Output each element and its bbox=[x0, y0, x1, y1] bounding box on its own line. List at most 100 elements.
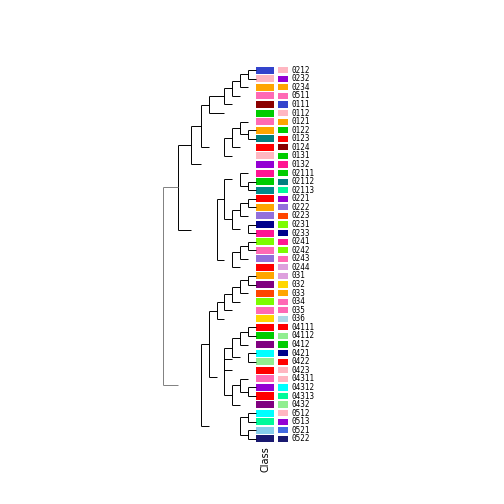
Bar bbox=[256, 92, 275, 99]
Bar bbox=[256, 109, 275, 116]
Bar bbox=[256, 195, 275, 202]
Bar bbox=[278, 118, 288, 124]
Bar bbox=[278, 196, 288, 202]
Bar bbox=[256, 350, 275, 357]
Text: 034: 034 bbox=[291, 297, 305, 306]
Text: 0121: 0121 bbox=[291, 117, 310, 126]
Bar bbox=[256, 316, 275, 323]
Text: 036: 036 bbox=[291, 314, 305, 324]
Text: 032: 032 bbox=[291, 280, 305, 289]
Bar bbox=[256, 169, 275, 176]
Bar bbox=[278, 256, 288, 262]
Bar bbox=[256, 204, 275, 211]
Text: 0423: 0423 bbox=[291, 366, 310, 375]
Bar bbox=[256, 410, 275, 417]
Bar bbox=[278, 93, 288, 99]
Text: 0132: 0132 bbox=[291, 160, 310, 169]
Bar bbox=[278, 187, 288, 194]
Bar bbox=[256, 281, 275, 288]
Bar bbox=[256, 101, 275, 108]
Bar bbox=[256, 384, 275, 391]
Bar bbox=[256, 256, 275, 262]
Text: 0522: 0522 bbox=[291, 434, 310, 444]
Text: 0112: 0112 bbox=[291, 108, 310, 117]
Bar bbox=[278, 161, 288, 167]
Bar bbox=[278, 290, 288, 296]
Bar bbox=[256, 418, 275, 425]
Bar bbox=[278, 316, 288, 322]
Bar bbox=[278, 350, 288, 356]
Bar bbox=[278, 367, 288, 373]
Bar bbox=[278, 238, 288, 245]
Text: 035: 035 bbox=[291, 306, 305, 315]
Bar bbox=[278, 385, 288, 391]
Bar bbox=[278, 402, 288, 408]
Bar bbox=[278, 178, 288, 185]
Bar bbox=[278, 436, 288, 442]
Text: 0422: 0422 bbox=[291, 357, 310, 366]
Bar bbox=[256, 307, 275, 314]
Text: 0111: 0111 bbox=[291, 100, 310, 109]
Bar bbox=[278, 281, 288, 288]
Bar bbox=[256, 435, 275, 443]
Text: 0512: 0512 bbox=[291, 409, 310, 418]
Bar bbox=[278, 298, 288, 305]
Bar bbox=[278, 264, 288, 271]
Bar bbox=[256, 229, 275, 236]
Bar bbox=[278, 204, 288, 211]
Text: 0244: 0244 bbox=[291, 263, 310, 272]
Text: 033: 033 bbox=[291, 289, 305, 297]
Bar bbox=[278, 144, 288, 150]
Bar bbox=[256, 393, 275, 400]
Bar bbox=[256, 264, 275, 271]
Bar bbox=[256, 358, 275, 365]
Bar bbox=[278, 333, 288, 339]
Bar bbox=[256, 152, 275, 159]
Text: 0221: 0221 bbox=[291, 194, 310, 203]
Bar bbox=[278, 393, 288, 399]
Bar bbox=[278, 101, 288, 107]
Bar bbox=[278, 110, 288, 116]
Text: 0243: 0243 bbox=[291, 255, 310, 263]
Bar bbox=[256, 367, 275, 374]
Bar bbox=[256, 298, 275, 305]
Bar bbox=[256, 135, 275, 142]
Bar bbox=[278, 76, 288, 82]
Bar bbox=[278, 127, 288, 133]
Bar bbox=[256, 221, 275, 228]
Bar bbox=[256, 238, 275, 245]
Text: 0222: 0222 bbox=[291, 203, 310, 212]
Text: 0421: 0421 bbox=[291, 349, 310, 358]
Text: 0242: 0242 bbox=[291, 246, 310, 255]
Bar bbox=[278, 419, 288, 425]
Text: 04313: 04313 bbox=[291, 392, 314, 401]
Bar bbox=[256, 84, 275, 91]
Text: 0521: 0521 bbox=[291, 426, 310, 435]
Bar bbox=[278, 221, 288, 228]
Bar bbox=[278, 153, 288, 159]
Text: 0234: 0234 bbox=[291, 83, 310, 92]
Bar bbox=[256, 212, 275, 219]
Text: 0212: 0212 bbox=[291, 66, 310, 75]
Bar bbox=[256, 341, 275, 348]
Text: 04111: 04111 bbox=[291, 323, 314, 332]
Text: 0412: 0412 bbox=[291, 340, 310, 349]
Text: 0123: 0123 bbox=[291, 134, 310, 143]
Text: 02111: 02111 bbox=[291, 168, 314, 177]
Text: 0513: 0513 bbox=[291, 417, 310, 426]
Bar bbox=[256, 161, 275, 168]
Bar bbox=[256, 333, 275, 340]
Bar bbox=[256, 290, 275, 297]
Bar bbox=[278, 342, 288, 348]
Text: 0223: 0223 bbox=[291, 212, 310, 220]
Text: 0432: 0432 bbox=[291, 400, 310, 409]
Bar bbox=[278, 247, 288, 254]
Text: 02112: 02112 bbox=[291, 177, 314, 186]
Text: 031: 031 bbox=[291, 272, 305, 280]
Bar bbox=[256, 401, 275, 408]
Text: 0232: 0232 bbox=[291, 74, 310, 83]
Bar bbox=[278, 273, 288, 279]
Bar bbox=[256, 375, 275, 383]
Text: 0511: 0511 bbox=[291, 91, 310, 100]
Text: 0231: 0231 bbox=[291, 220, 310, 229]
